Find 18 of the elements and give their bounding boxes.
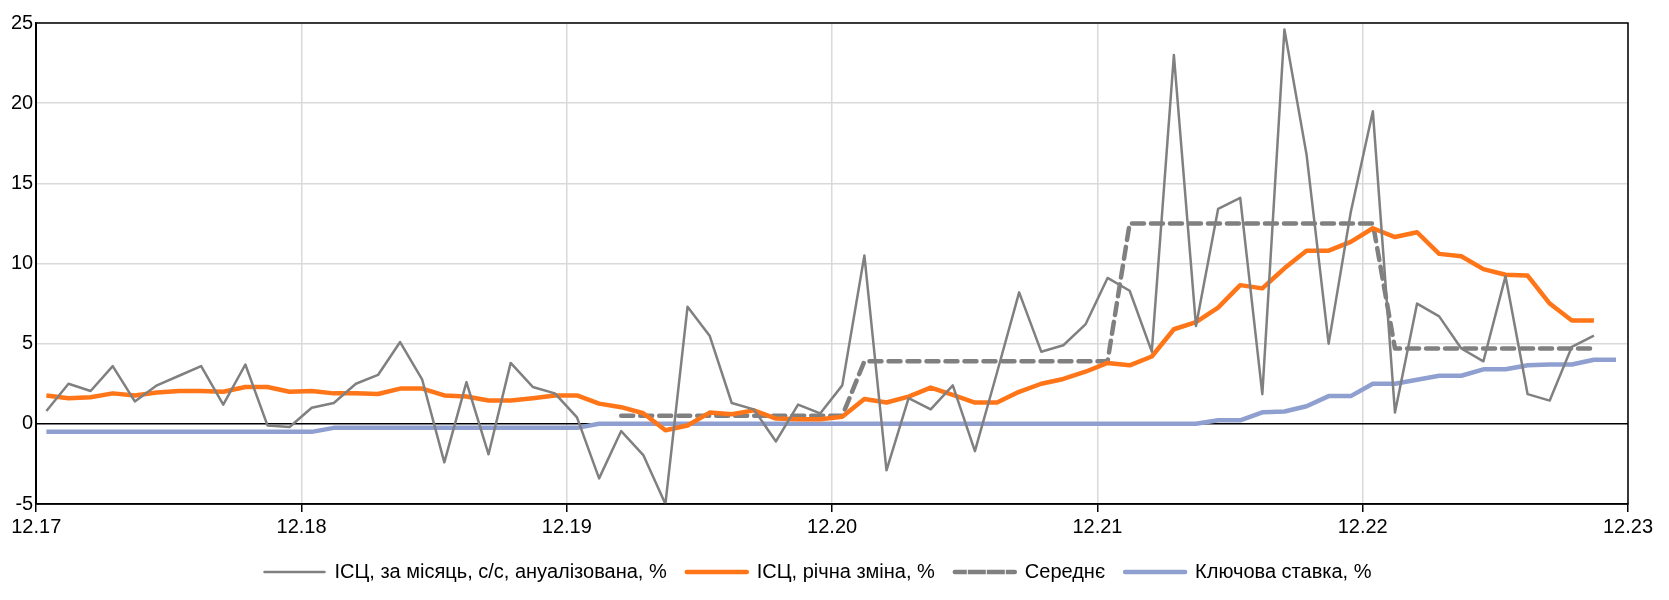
x-tick-label: 12.23: [1602, 514, 1654, 537]
legend-label: Середнє: [1024, 559, 1106, 582]
x-tick-label: 12.17: [11, 514, 62, 537]
x-tick-label: 12.18: [276, 514, 327, 537]
legend-label: Ключова ставка, %: [1195, 559, 1372, 582]
legend-label: ІСЦ, за місяць, с/с, ануалізована, %: [334, 559, 667, 582]
y-tick-label: 5: [22, 331, 34, 354]
x-tick-label: 12.19: [541, 514, 592, 537]
x-tick-label: 12.21: [1072, 514, 1123, 537]
y-tick-label: 10: [11, 251, 34, 274]
x-tick-label: 12.20: [807, 514, 858, 537]
y-tick-label: 20: [11, 90, 34, 113]
y-tick-label: 25: [11, 10, 34, 33]
y-tick-label: -5: [15, 491, 34, 514]
y-tick-label: 0: [22, 411, 34, 434]
legend-label: ІСЦ, річна зміна, %: [756, 559, 936, 582]
x-tick-label: 12.22: [1337, 514, 1388, 537]
y-tick-label: 15: [11, 170, 34, 193]
